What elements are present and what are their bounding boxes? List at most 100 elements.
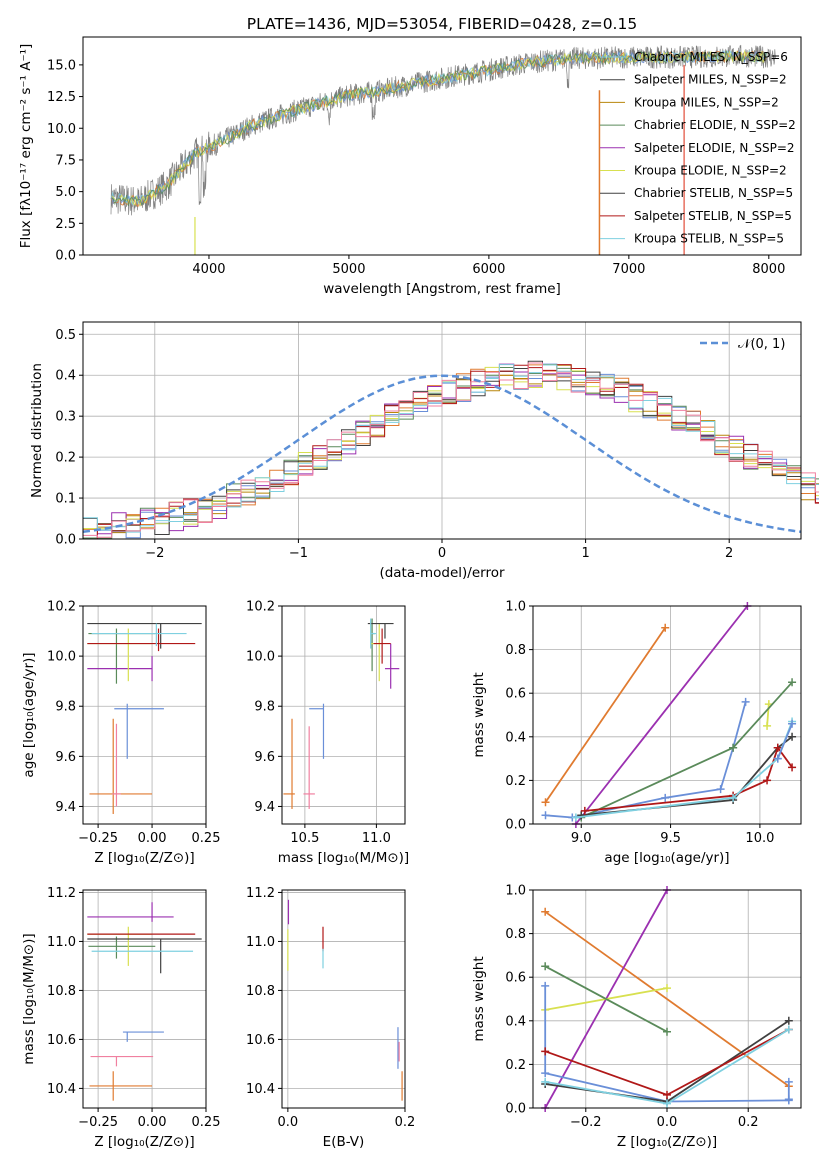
y-tick-label: 11.2 xyxy=(246,886,275,901)
weight-series-line xyxy=(575,605,749,825)
figure-title: PLATE=1436, MJD=53054, FIBERID=0428, z=0… xyxy=(247,15,637,33)
y-axis-label: mass [log₁₀(M/M⊙)] xyxy=(21,933,37,1064)
legend-entry: Salpeter ELODIE, N_SSP=2 xyxy=(634,141,795,155)
weight-marker xyxy=(541,962,550,971)
model-fit-line xyxy=(110,50,767,208)
x-tick-label: 5000 xyxy=(332,262,365,277)
legend-entry: Salpeter MILES, N_SSP=2 xyxy=(634,73,787,87)
weight-marker xyxy=(541,1077,550,1086)
x-tick-label: −0.2 xyxy=(570,1115,602,1130)
weight-marker xyxy=(784,1095,793,1104)
y-tick-label: 0.0 xyxy=(505,1102,526,1117)
weight-marker xyxy=(663,1099,671,1108)
weight-marker xyxy=(541,981,550,990)
histogram-step xyxy=(83,364,819,540)
weight-marker xyxy=(541,1069,550,1078)
weight-series-line xyxy=(544,911,790,1087)
x-axis-label: E(B-V) xyxy=(323,1134,365,1150)
y-tick-label: 7.5 xyxy=(55,153,76,168)
weight-series-line xyxy=(544,965,668,1033)
y-tick-label: 15.0 xyxy=(47,58,76,73)
axes-frame xyxy=(532,605,802,825)
residuals-panel: −2 −1 0 1 2 0.0 0.1 0.2 0.3 0.4 0.5 (data-model)/er… xyxy=(29,321,819,581)
y-tick-label: 9.4 xyxy=(55,800,76,815)
weight-marker xyxy=(763,776,772,785)
legend-entry: Chabrier ELODIE, N_SSP=2 xyxy=(634,118,796,132)
plot-area xyxy=(541,886,793,1112)
weight-marker xyxy=(784,1025,793,1034)
x-axis-label: Z [log₁₀(Z/Z⊙)] xyxy=(94,850,194,866)
legend-entry: Kroupa MILES, N_SSP=2 xyxy=(634,95,779,109)
weight-marker xyxy=(663,1027,671,1036)
y-tick-label: 0.4 xyxy=(505,730,526,745)
x-tick-label: 7000 xyxy=(612,262,645,277)
y-tick-label: 10.6 xyxy=(246,1033,275,1048)
weight-marker xyxy=(571,813,580,822)
y-tick-label: 0.5 xyxy=(55,328,76,343)
legend-entry: 𝒩(0, 1) xyxy=(738,337,785,352)
y-tick-label: 0.0 xyxy=(55,533,76,548)
weight-marker xyxy=(773,754,782,763)
x-tick-label: 0.25 xyxy=(192,1115,221,1130)
y-axis-label: mass weight xyxy=(471,672,487,757)
x-tick-label: −0.25 xyxy=(78,1115,118,1130)
weight-marker xyxy=(784,1016,793,1025)
y-tick-label: 0.8 xyxy=(505,927,526,942)
x-tick-label: 0.25 xyxy=(192,831,221,846)
y-tick-label: 0.2 xyxy=(505,1058,526,1073)
y-tick-label: 0.1 xyxy=(55,492,76,507)
y-tick-label: 11.2 xyxy=(47,886,76,901)
y-tick-label: 9.8 xyxy=(254,700,275,715)
y-tick-label: 10.2 xyxy=(47,600,76,615)
y-tick-label: 11.0 xyxy=(47,935,76,950)
y-tick-label: 2.5 xyxy=(55,217,76,232)
x-axis-label: Z [log₁₀(Z/Z⊙)] xyxy=(94,1134,194,1150)
y-axis-label: Normed distribution xyxy=(29,363,45,498)
y-tick-label: 11.0 xyxy=(246,935,275,950)
x-tick-label: 0.2 xyxy=(738,1115,759,1130)
weight-marker xyxy=(541,907,550,916)
weight-marker xyxy=(541,798,550,807)
y-tick-label: 10.4 xyxy=(246,1082,275,1097)
y-tick-label: 9.8 xyxy=(55,700,76,715)
weight-marker xyxy=(716,785,725,794)
y-tick-label: 0.0 xyxy=(55,249,76,264)
y-axis-label: age [log₁₀(age/yr)] xyxy=(21,652,37,777)
x-tick-label: 0 xyxy=(438,546,446,561)
x-tick-label: 0.0 xyxy=(657,1115,678,1130)
x-axis-label: wavelength [Angstrom, rest frame] xyxy=(323,281,561,297)
gaussian-curve xyxy=(82,374,802,534)
plot-area xyxy=(87,622,202,814)
x-axis-label: age [log₁₀(age/yr)] xyxy=(604,850,729,866)
y-tick-label: 1.0 xyxy=(505,600,526,615)
weight-marker xyxy=(661,793,670,802)
y-tick-label: 0.2 xyxy=(55,451,76,466)
legend-entry: Salpeter STELIB, N_SSP=5 xyxy=(634,209,792,223)
x-tick-label: 0.0 xyxy=(278,1115,299,1130)
plot-area xyxy=(87,902,202,1101)
y-tick-label: 0.6 xyxy=(505,687,526,702)
weight-marker xyxy=(661,623,670,632)
mass-vs-metallicity-panel: −0.25 0.00 0.25 10.4 10.6 10.8 11.0 11.2 Z [log₁… xyxy=(21,886,220,1150)
y-tick-label: 5.0 xyxy=(55,185,76,200)
x-tick-label: 0.00 xyxy=(138,831,167,846)
x-axis-label: (data-model)/error xyxy=(379,565,505,581)
weight-vs-metallicity-panel: −0.2 0.0 0.2 0.0 0.2 0.4 0.6 0.8 1.0 Z [log₁₀(Z/Z… xyxy=(471,884,802,1150)
weight-series-line xyxy=(544,627,666,803)
weight-marker xyxy=(788,719,797,728)
y-tick-label: 10.8 xyxy=(246,984,275,999)
plot-area xyxy=(82,360,819,540)
weight-vs-age-panel: 9.0 9.5 10.0 0.0 0.2 0.4 0.6 0.8 1.0 age [log₁₀(a… xyxy=(471,600,802,866)
y-tick-label: 1.0 xyxy=(505,884,526,899)
model-fit-line xyxy=(111,49,768,207)
x-tick-label: 8000 xyxy=(752,262,785,277)
legend-entry: Chabrier STELIB, N_SSP=5 xyxy=(634,186,793,200)
weight-series-line xyxy=(776,723,793,759)
y-tick-label: 10.0 xyxy=(47,650,76,665)
weight-marker xyxy=(788,763,797,772)
y-tick-label: 10.6 xyxy=(47,1033,76,1048)
y-tick-label: 0.0 xyxy=(505,818,526,833)
weight-marker xyxy=(788,678,797,687)
y-axis-label: mass weight xyxy=(471,956,487,1041)
y-tick-label: 0.4 xyxy=(505,1014,526,1029)
